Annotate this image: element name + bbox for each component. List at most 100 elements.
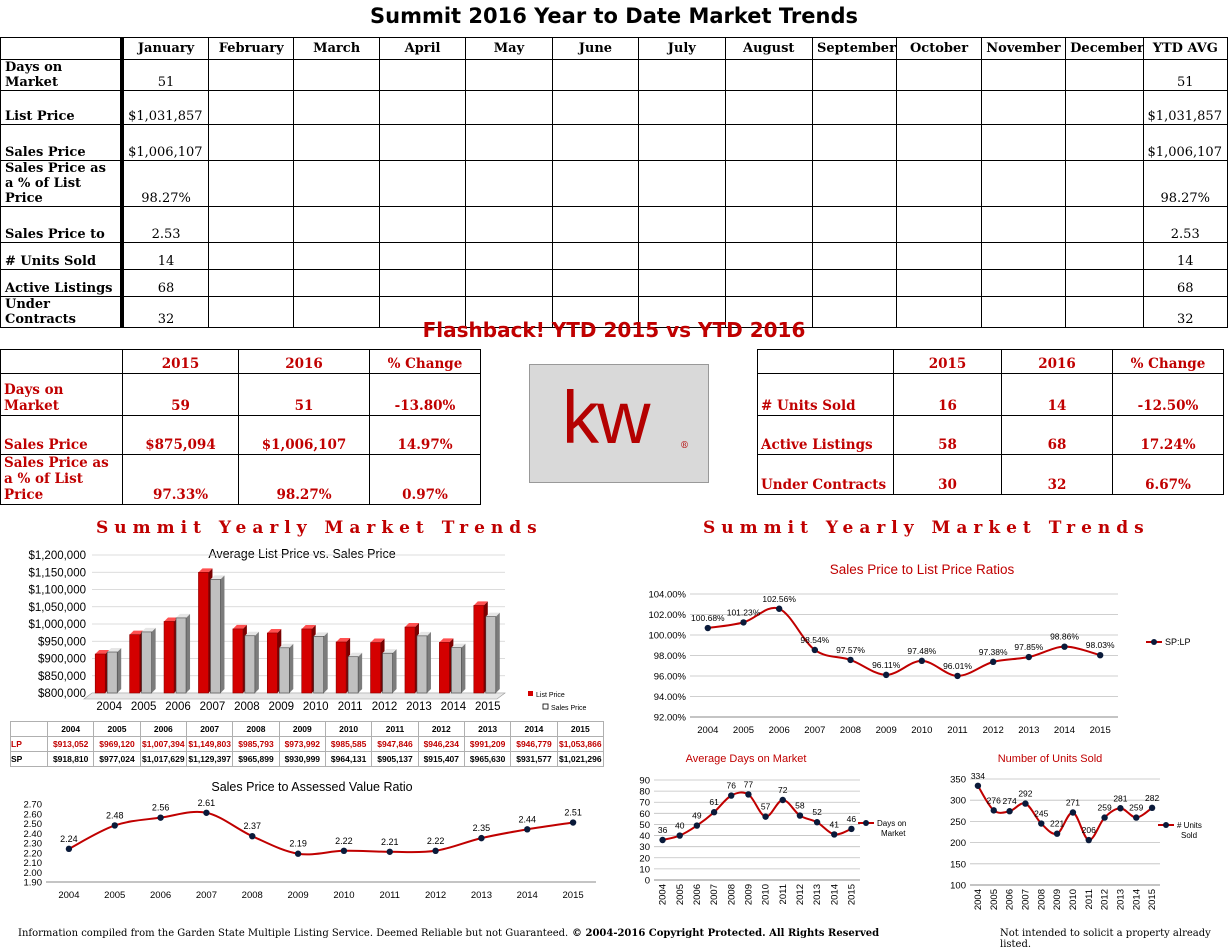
ytd-cell: 51 bbox=[121, 59, 210, 91]
y-tick-label: 2.70 bbox=[24, 800, 43, 811]
data-label: 97.85% bbox=[1014, 642, 1043, 652]
data-label: 101.23% bbox=[727, 607, 761, 617]
data-point bbox=[524, 826, 531, 833]
bar-side bbox=[495, 612, 500, 693]
data-table-row: SP $918,810 $977,024 $1,017,629 $1,129,397 $9… bbox=[10, 751, 605, 767]
x-tick-label: 2006 bbox=[150, 890, 171, 901]
ytd-cell bbox=[638, 242, 726, 270]
legend-swatch-sales bbox=[542, 703, 549, 710]
y-tick-label: 300 bbox=[950, 796, 966, 807]
ytd-row-label: Under Contracts bbox=[0, 296, 125, 328]
bar-top bbox=[129, 630, 144, 635]
y-tick-label: 0 bbox=[645, 876, 650, 887]
flashback-change-value: 0.97% bbox=[369, 454, 481, 505]
x-tick-label: 2004 bbox=[658, 884, 669, 905]
x-tick-label: 2005 bbox=[104, 890, 125, 901]
data-label: 259 bbox=[1097, 803, 1111, 813]
x-tick-label: 2012 bbox=[795, 884, 806, 905]
ytd-cell bbox=[980, 242, 1067, 270]
y-tick-label: $1,050,000 bbox=[28, 602, 86, 614]
section-title-left: Summit Yearly Market Trends bbox=[96, 518, 543, 538]
ytd-cell bbox=[551, 90, 640, 125]
x-tick-label: 2011 bbox=[947, 725, 967, 736]
ytd-cell bbox=[208, 206, 295, 243]
bar-top bbox=[210, 575, 225, 580]
kw-logo-text: kw bbox=[562, 376, 650, 459]
bar-side bbox=[220, 575, 225, 693]
ytd-cell: 32 bbox=[121, 296, 210, 328]
ytd-cell bbox=[980, 59, 1067, 91]
bar-top bbox=[267, 628, 282, 633]
data-table-cell: $930,999 bbox=[278, 751, 326, 767]
y-tick-label: 20 bbox=[639, 853, 650, 864]
data-point bbox=[796, 812, 804, 819]
y-tick-label: 2.60 bbox=[24, 809, 43, 820]
ytd-cell bbox=[896, 269, 982, 297]
data-point bbox=[386, 848, 393, 855]
sales-price-bar bbox=[106, 651, 118, 694]
data-table-cell: $991,209 bbox=[463, 736, 512, 752]
bar-top bbox=[473, 601, 488, 606]
x-tick-label: 2007 bbox=[804, 725, 825, 736]
legend-marker bbox=[1163, 822, 1169, 828]
bar-top bbox=[485, 612, 500, 617]
kw-logo: kw ® bbox=[529, 364, 709, 483]
bar-top bbox=[404, 623, 419, 628]
x-tick-label: 2008 bbox=[726, 884, 737, 905]
bar-top bbox=[107, 648, 122, 653]
sales-price-bar bbox=[313, 636, 325, 694]
ytd-cell: $1,006,107 bbox=[1142, 124, 1228, 161]
data-table-cell: $1,149,803 bbox=[185, 736, 234, 752]
data-point bbox=[1022, 800, 1029, 807]
data-label: 2.56 bbox=[152, 803, 170, 813]
data-point bbox=[1101, 814, 1108, 821]
data-point bbox=[882, 671, 890, 679]
ytd-cell bbox=[551, 160, 640, 207]
data-label: 57 bbox=[761, 802, 771, 812]
flashback-2016-value: 32 bbox=[1001, 454, 1113, 495]
x-tick-label: 2009 bbox=[743, 884, 754, 905]
data-label: 96.11% bbox=[872, 660, 901, 670]
data-label: 2.48 bbox=[106, 810, 124, 820]
data-label: 334 bbox=[971, 771, 985, 781]
ytd-cell bbox=[638, 160, 726, 207]
sp-lp-ratio-chart: Sales Price to List Price Ratios 92.00% 94… bbox=[648, 562, 1190, 736]
data-label: 2.44 bbox=[518, 814, 536, 824]
data-label: 2.24 bbox=[60, 834, 78, 844]
data-table-cell: $1,129,397 bbox=[185, 751, 234, 767]
flashback-row-label: # Units Sold bbox=[757, 373, 894, 416]
x-tick-label: 2009 bbox=[876, 725, 897, 736]
ytd-cell bbox=[638, 296, 726, 328]
registered-mark: ® bbox=[680, 441, 689, 451]
data-point bbox=[831, 831, 838, 838]
ytd-cell bbox=[465, 296, 553, 328]
data-point bbox=[954, 672, 961, 680]
list-price-bar bbox=[163, 621, 175, 694]
data-label: 292 bbox=[1018, 789, 1032, 799]
list-price-bar bbox=[232, 628, 244, 694]
legend-marker bbox=[863, 820, 869, 826]
x-tick-label: 2015 bbox=[1147, 889, 1158, 910]
x-tick-label: 2015 bbox=[846, 884, 857, 905]
flashback-row-right: Under Contracts 30 32 6.67% bbox=[757, 454, 1224, 495]
ytd-row: Days on Market 51 51 bbox=[0, 59, 1228, 91]
sales-price-bar bbox=[416, 635, 428, 694]
ytd-cell bbox=[638, 206, 726, 243]
ytd-cell bbox=[551, 242, 640, 270]
bar-side bbox=[254, 631, 259, 693]
data-point bbox=[1117, 805, 1124, 812]
data-table-year: 2005 bbox=[93, 721, 141, 737]
flashback-year-header: 2015 bbox=[122, 349, 239, 374]
x-tick-label: 2013 bbox=[406, 701, 432, 713]
ytd-cell bbox=[896, 124, 982, 161]
list-price-bar bbox=[198, 572, 209, 694]
month-header: October bbox=[896, 37, 982, 60]
x-tick-label: 2006 bbox=[769, 725, 790, 736]
data-point bbox=[811, 646, 819, 654]
flashback-year-header: 2015 bbox=[893, 349, 1002, 374]
section-title-right: Summit Yearly Market Trends bbox=[703, 518, 1150, 538]
x-tick-label: 2005 bbox=[131, 701, 157, 713]
y-tick-label: 2.10 bbox=[24, 858, 43, 869]
ytd-cell bbox=[811, 296, 898, 328]
flashback-title: Flashback! YTD 2015 vs YTD 2016 bbox=[422, 318, 806, 342]
